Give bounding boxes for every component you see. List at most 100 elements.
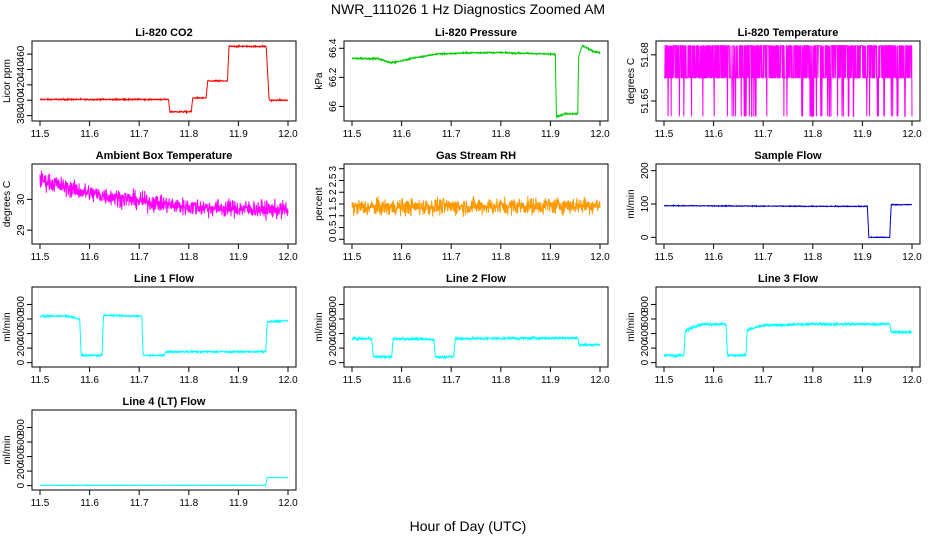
x-tick-label: 11.5 xyxy=(31,498,50,509)
x-tick-label: 11.7 xyxy=(754,129,773,140)
x-tick-label: 11.9 xyxy=(229,375,248,386)
x-tick-label: 11.6 xyxy=(392,252,411,263)
figure-title: NWR_111026 1 Hz Diagnostics Zoomed AM xyxy=(331,1,605,17)
x-tick-label: 11.9 xyxy=(541,252,560,263)
panel-8: Line 2 Flow 11.5 11.6 11.7 11.8 11.9 12.0 0 2004… xyxy=(314,273,610,386)
y-tick-label: 2.5 xyxy=(328,173,339,187)
x-tick-label: 12.0 xyxy=(590,252,610,263)
plot-frame xyxy=(31,163,297,245)
y-tick-label: 460 xyxy=(16,45,27,62)
y-tick-label: 0 xyxy=(328,236,339,242)
x-tick-label: 11.5 xyxy=(655,129,674,140)
panel-title: Gas Stream RH xyxy=(436,150,516,162)
x-tick-label: 12.0 xyxy=(590,129,610,140)
y-axis-label: ml/min xyxy=(2,435,13,464)
x-tick-label: 11.7 xyxy=(442,129,461,140)
x-tick-label: 11.9 xyxy=(853,252,872,263)
y-tick-label: 200 xyxy=(640,162,651,179)
series-line xyxy=(663,321,913,359)
x-tick-label: 11.7 xyxy=(754,252,773,263)
series-line xyxy=(351,44,601,119)
series-line xyxy=(39,170,289,221)
panel-6: Sample Flow 11.5 11.6 11.7 11.8 11.9 12.0 0 100 2… xyxy=(626,150,922,263)
x-tick-label: 11.5 xyxy=(343,252,362,263)
panel-2: Li-820 Pressure 11.5 11.6 11.7 11.8 11.9 12.0 6… xyxy=(314,27,610,140)
y-axis-label: ml/min xyxy=(626,312,637,341)
y-tick-label: 800 xyxy=(640,296,651,313)
y-tick-label: 400 xyxy=(328,325,339,342)
series-line xyxy=(351,195,601,217)
y-tick-label: 200 xyxy=(328,339,339,356)
x-tick-label: 11.8 xyxy=(179,129,198,140)
panel-title: Ambient Box Temperature xyxy=(96,150,233,162)
y-tick-label: 66.4 xyxy=(328,38,339,58)
x-tick-label: 11.6 xyxy=(704,252,723,263)
plot-frame xyxy=(31,40,297,122)
y-tick-label: 0 xyxy=(328,359,339,365)
y-tick-label: 600 xyxy=(16,433,27,450)
panel-1: Li-820 CO2 11.5 11.6 11.7 11.8 11.9 12.0 380400… xyxy=(2,27,298,140)
plot-frame xyxy=(31,409,297,491)
x-tick-label: 11.5 xyxy=(343,129,362,140)
x-tick-label: 11.9 xyxy=(541,375,560,386)
panel-title: Line 3 Flow xyxy=(758,273,818,285)
x-tick-label: 11.8 xyxy=(491,129,510,140)
y-axis-label: degrees C xyxy=(626,58,637,104)
panel-title: Li-820 Temperature xyxy=(738,27,839,39)
x-tick-label: 11.9 xyxy=(229,129,248,140)
plot-frame xyxy=(655,286,921,368)
y-tick-label: 200 xyxy=(16,462,27,479)
x-tick-label: 11.8 xyxy=(803,129,822,140)
panel-3: Li-820 Temperature 11.5 11.6 11.7 11.8 11.9 12… xyxy=(626,27,922,140)
x-tick-label: 11.6 xyxy=(80,498,99,509)
y-tick-label: 66 xyxy=(328,100,339,112)
x-tick-label: 11.5 xyxy=(31,252,50,263)
panel-7: Line 1 Flow 11.5 11.6 11.7 11.8 11.9 12.0 0 2004… xyxy=(2,273,298,386)
y-tick-label: 0 xyxy=(16,359,27,365)
x-tick-label: 11.6 xyxy=(704,129,723,140)
x-tick-label: 12.0 xyxy=(902,129,922,140)
y-axis-label: percent xyxy=(314,187,325,221)
x-tick-label: 11.7 xyxy=(754,375,773,386)
panel-title: Li-820 Pressure xyxy=(435,27,517,39)
panel-title: Li-820 CO2 xyxy=(135,27,192,39)
y-tick-label: 400 xyxy=(16,91,27,108)
y-tick-label: 30 xyxy=(16,193,27,205)
x-tick-label: 11.8 xyxy=(803,375,822,386)
y-axis-label: ml/min xyxy=(626,189,637,218)
x-tick-label: 11.6 xyxy=(392,375,411,386)
x-tick-label: 11.6 xyxy=(392,129,411,140)
x-tick-label: 11.7 xyxy=(442,375,461,386)
y-tick-label: 1 xyxy=(328,213,339,219)
y-tick-label: 400 xyxy=(16,325,27,342)
series-line xyxy=(39,44,289,115)
y-tick-label: 420 xyxy=(16,76,27,93)
x-tick-label: 11.5 xyxy=(31,375,50,386)
x-tick-label: 12.0 xyxy=(278,252,298,263)
x-tick-label: 12.0 xyxy=(278,498,298,509)
x-tick-label: 12.0 xyxy=(278,129,298,140)
plot-frame xyxy=(343,40,609,122)
x-tick-label: 11.5 xyxy=(343,375,362,386)
plot-frame xyxy=(655,163,921,245)
panel-title: Line 2 Flow xyxy=(446,273,506,285)
y-tick-label: 66.2 xyxy=(328,67,339,87)
y-tick-label: 600 xyxy=(16,310,27,327)
y-tick-label: 0 xyxy=(640,234,651,240)
figure-xlabel: Hour of Day (UTC) xyxy=(410,518,527,534)
x-tick-label: 11.8 xyxy=(491,252,510,263)
x-tick-label: 11.8 xyxy=(803,252,822,263)
x-tick-label: 11.7 xyxy=(442,252,461,263)
series-line xyxy=(39,312,289,358)
x-tick-label: 11.7 xyxy=(130,375,149,386)
y-tick-label: 0.5 xyxy=(328,220,339,234)
y-tick-label: 51.68 xyxy=(640,42,651,67)
x-tick-label: 11.5 xyxy=(31,129,50,140)
y-tick-label: 800 xyxy=(16,296,27,313)
series-line xyxy=(664,203,913,239)
y-axis-label: degrees C xyxy=(2,181,13,227)
y-tick-label: 2 xyxy=(328,189,339,195)
y-tick-label: 600 xyxy=(328,310,339,327)
y-tick-label: 600 xyxy=(640,310,651,327)
